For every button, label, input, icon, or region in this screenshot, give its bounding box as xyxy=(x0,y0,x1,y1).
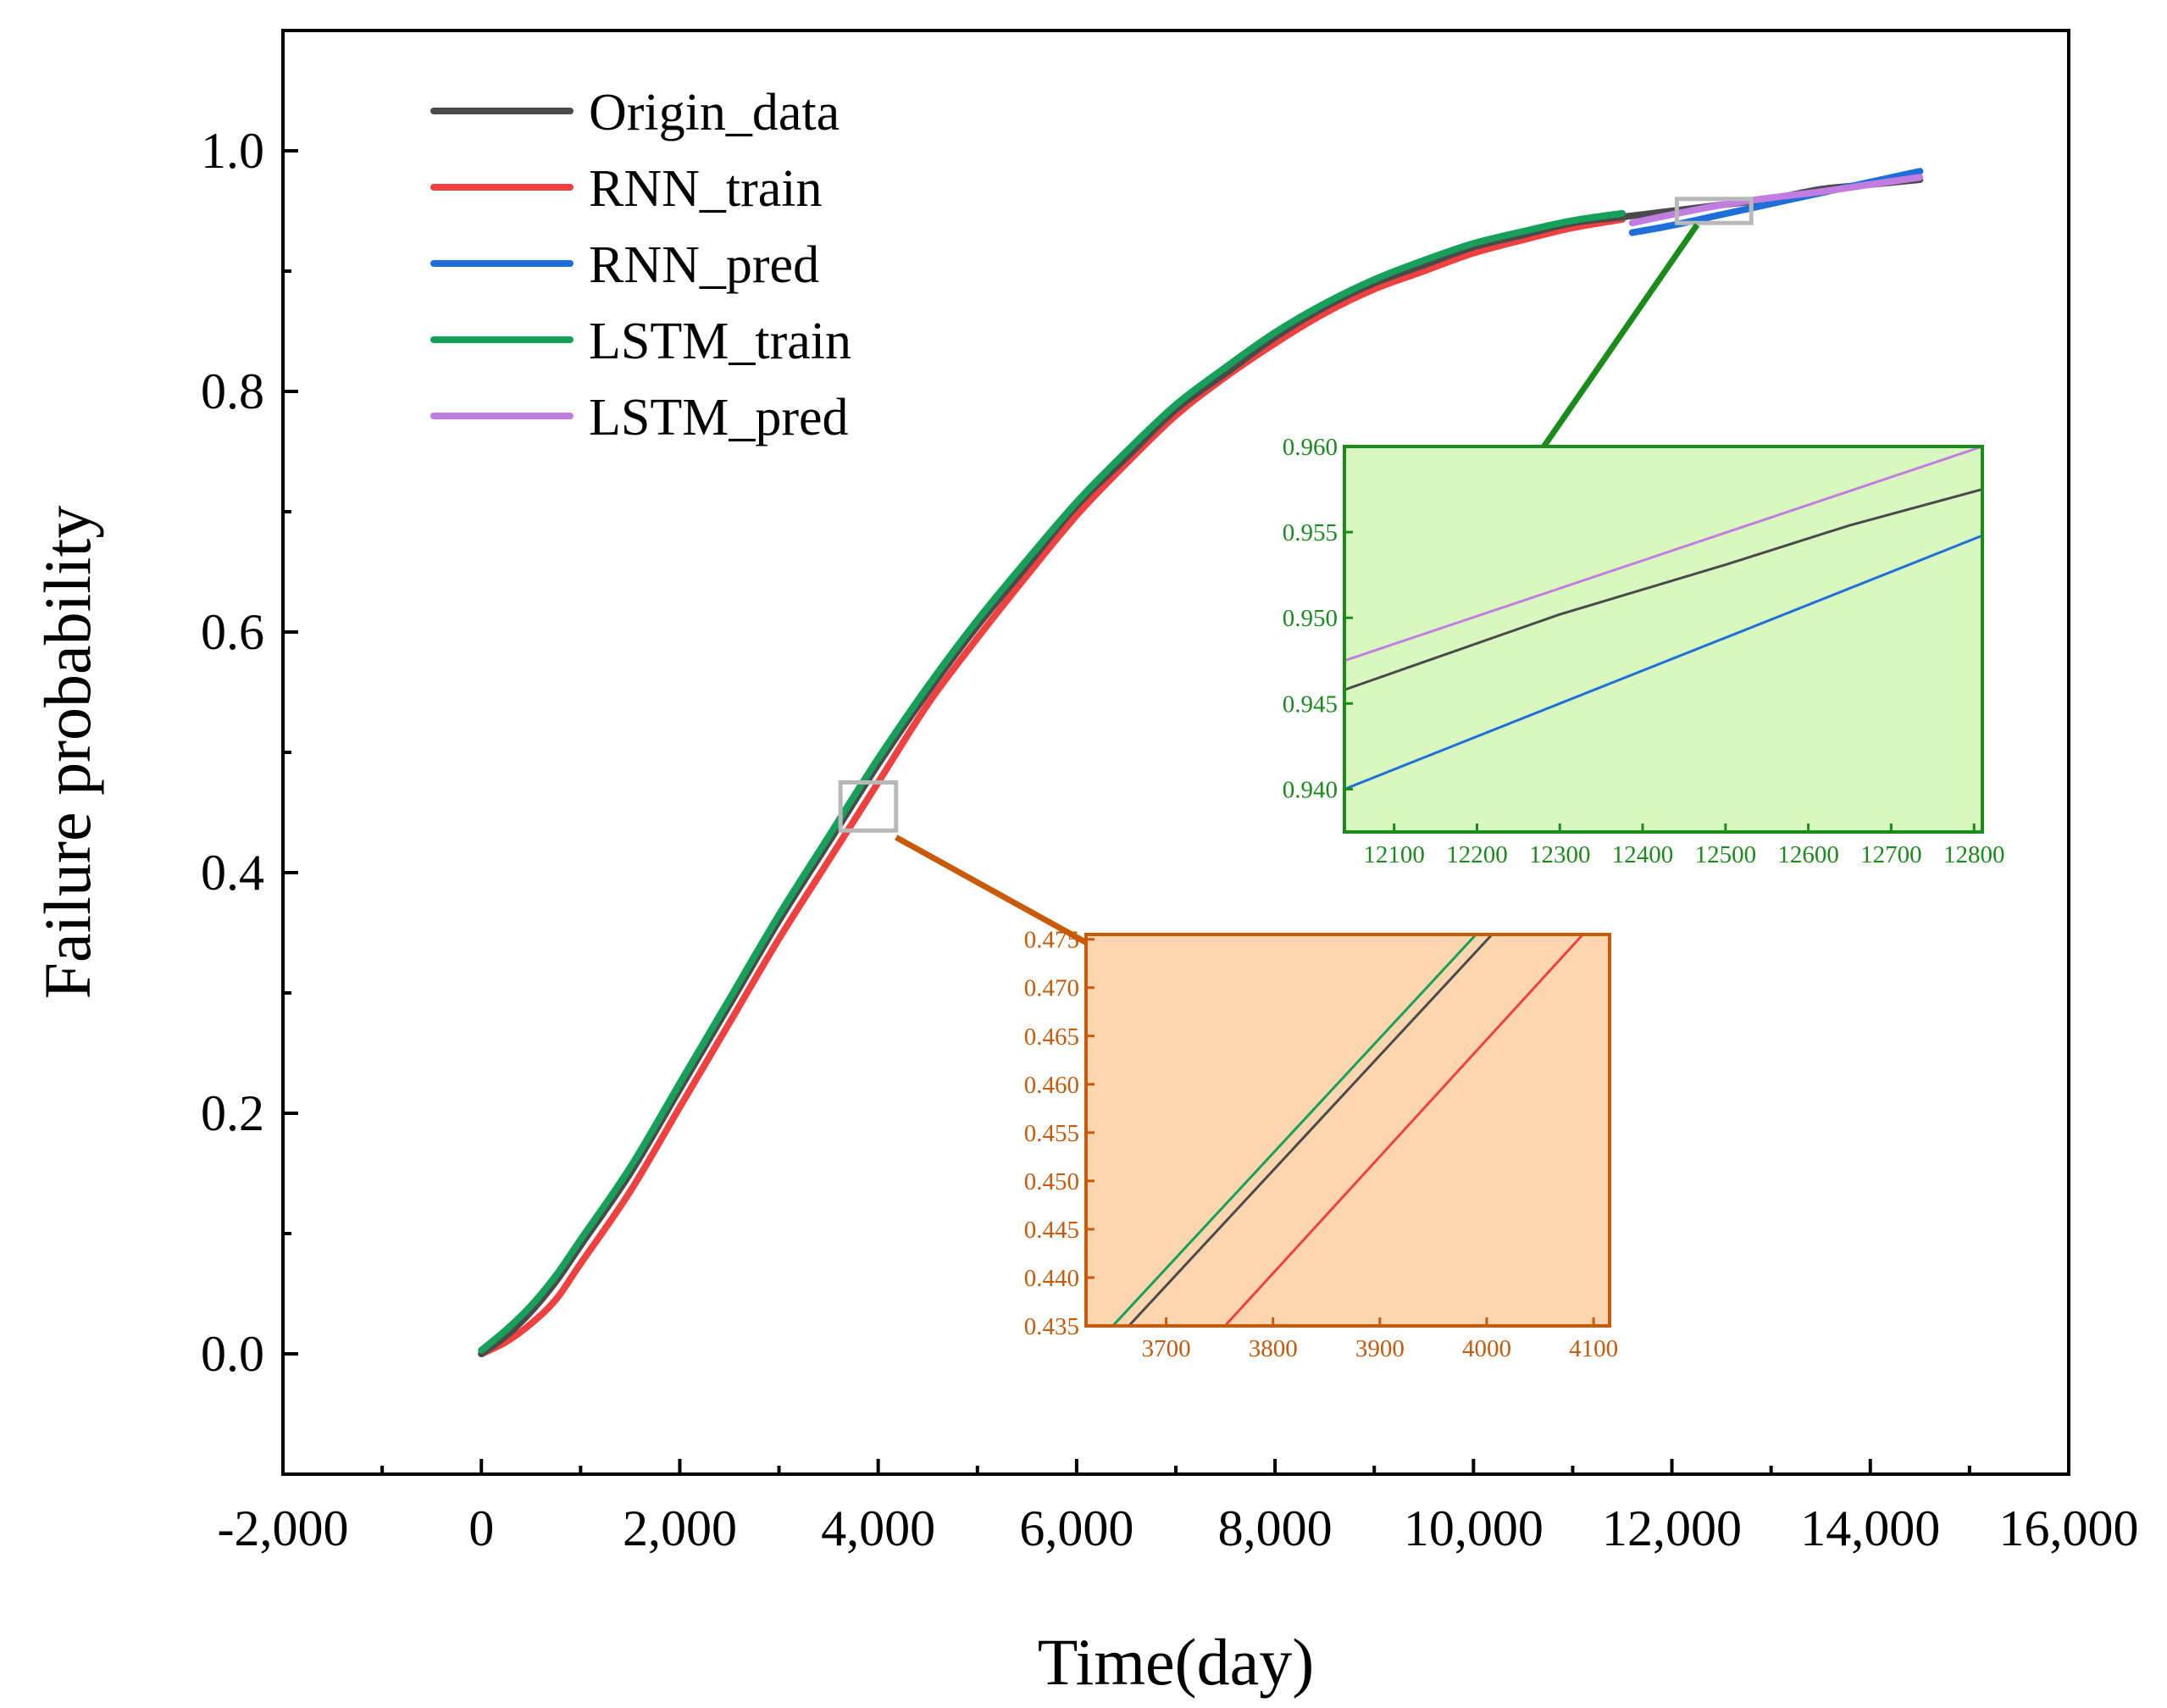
x-tick-label: 4,000 xyxy=(821,1500,935,1556)
zoom-box xyxy=(838,780,899,833)
inset-y-tick-label: 0.455 xyxy=(1024,1120,1079,1147)
inset-line-origin-data xyxy=(1128,934,1494,1326)
y-tick-label: 0.2 xyxy=(201,1085,264,1141)
x-tick-label: 0 xyxy=(468,1500,494,1556)
zoom-box xyxy=(1674,197,1754,225)
main-series-lines xyxy=(478,168,1924,1357)
y-tick-label: 0.6 xyxy=(201,604,264,660)
inset-line-lstm-pred xyxy=(1344,446,1982,663)
inset-frame xyxy=(1084,933,1611,1328)
inset-y-tick-label: 0.475 xyxy=(1024,927,1079,954)
inset-x-tick-label: 4100 xyxy=(1569,1335,1618,1362)
inset-x-tick-label: 12700 xyxy=(1860,841,1922,868)
series-line-lstm-train xyxy=(478,209,1626,1354)
inset-y-tick-label: 0.435 xyxy=(1024,1313,1079,1340)
series-line-lstm-pred xyxy=(1628,174,1924,227)
inset-y-tick-label: 0.465 xyxy=(1024,1023,1079,1051)
y-tick-label: 0.8 xyxy=(201,363,264,419)
y-tick-label: 0.4 xyxy=(201,845,264,901)
inset-y-tick-label: 0.460 xyxy=(1024,1072,1079,1099)
inset-y-tick-label: 0.445 xyxy=(1024,1217,1079,1244)
insets: 12100 12200 12300 12400 12500 12600 12700 12800… xyxy=(1024,434,2005,1362)
inset-y-tick-label: 0.440 xyxy=(1024,1265,1079,1292)
x-tick-label: 16,000 xyxy=(1999,1500,2139,1556)
inset-x-tick-label: 4000 xyxy=(1462,1335,1511,1362)
upper-inset: 12100 12200 12300 12400 12500 12600 12700 12800… xyxy=(1283,434,2005,868)
inset-line-origin-data xyxy=(1344,488,1982,691)
inset-y-tick-label: 0.470 xyxy=(1024,975,1079,1002)
inset-x-tick-label: 12100 xyxy=(1363,841,1425,868)
inset-y-tick-label: 0.940 xyxy=(1283,776,1338,803)
y-axis-label: Failure probability xyxy=(30,506,104,1000)
zoom-boxes xyxy=(838,197,1754,833)
inset-x-tick-label: 12800 xyxy=(1943,841,2005,868)
y-tick-labels: 0.0 0.2 0.4 0.6 0.8 1.0 xyxy=(201,123,264,1382)
legend-label: RNN_pred xyxy=(589,236,819,294)
inset-line-lstm-train xyxy=(1111,934,1477,1326)
y-tick-label: 1.0 xyxy=(201,123,264,179)
series-line-rnn-train xyxy=(478,215,1626,1357)
inset-background xyxy=(1344,446,1982,832)
x-tick-label: 12,000 xyxy=(1602,1500,1742,1556)
inset-y-tick-label: 0.960 xyxy=(1283,434,1338,461)
inset-line-rnn-train xyxy=(1223,934,1584,1326)
x-tick-label: 6,000 xyxy=(1019,1500,1133,1556)
legend-label: LSTM_pred xyxy=(589,389,849,446)
inset-line-rnn-pred xyxy=(1344,534,1982,790)
inset-x-tick-label: 3700 xyxy=(1142,1335,1191,1362)
x-tick-labels: -2,000 0 2,000 4,000 6,000 8,000 10,000 12,000 1… xyxy=(218,1500,2139,1556)
inset-frame xyxy=(1343,445,1984,834)
x-tick-label: -2,000 xyxy=(218,1500,349,1556)
inset-y-tick-label: 0.450 xyxy=(1024,1168,1079,1195)
inset-x-tick-label: 12600 xyxy=(1777,841,1839,868)
inset-background xyxy=(1086,934,1610,1326)
inset-x-tick-label: 12400 xyxy=(1612,841,1674,868)
inset-x-tick-label: 12300 xyxy=(1529,841,1591,868)
x-axis-label: Time(day) xyxy=(1038,1625,1314,1699)
legend-label: LSTM_train xyxy=(589,313,851,370)
inset-series xyxy=(1111,934,1584,1326)
inset-y-tick-label: 0.955 xyxy=(1283,519,1338,546)
x-tick-label: 14,000 xyxy=(1800,1500,1940,1556)
x-tick-label: 2,000 xyxy=(623,1500,737,1556)
x-tick-label: 8,000 xyxy=(1218,1500,1333,1556)
lower-inset: 3700 3800 3900 4000 4100 0.435 0.440 0.445 0.450… xyxy=(1024,927,1618,1362)
x-tick-label: 10,000 xyxy=(1404,1500,1544,1556)
y-tick-label: 0.0 xyxy=(201,1326,264,1382)
legend-label: Origin_data xyxy=(589,84,840,141)
legend-label: RNN_train xyxy=(589,160,823,218)
inset-x-tick-label: 3900 xyxy=(1355,1335,1405,1362)
inset-y-tick-label: 0.945 xyxy=(1283,690,1338,718)
inset-x-tick-label: 12500 xyxy=(1695,841,1757,868)
inset-x-tick-label: 3800 xyxy=(1249,1335,1298,1362)
inset-y-tick-label: 0.950 xyxy=(1283,605,1338,632)
axis-ticks xyxy=(281,149,2070,1474)
inset-series xyxy=(1344,446,1982,790)
legend: Origin_data RNN_train RNN_pred LSTM_train LS… xyxy=(430,84,851,446)
inset-x-tick-label: 12200 xyxy=(1446,841,1508,868)
